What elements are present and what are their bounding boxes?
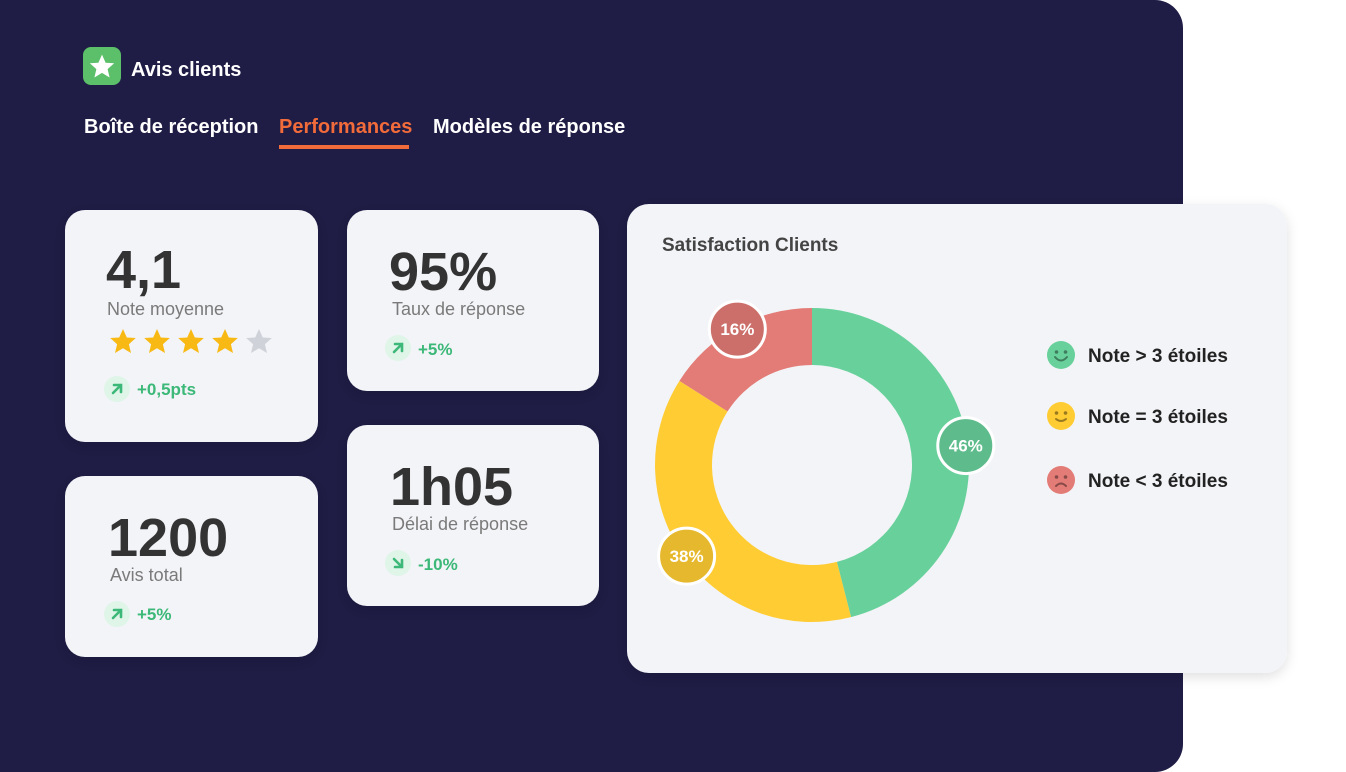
face (1047, 402, 1075, 430)
eye (1054, 350, 1059, 354)
kpi-value: 4,1 (106, 240, 181, 300)
kpi-label: Taux de réponse (392, 299, 525, 319)
kpi-change: +0,5pts (137, 380, 196, 399)
eye (1054, 475, 1059, 479)
tab[interactable]: Modèles de réponse (433, 116, 625, 138)
trend-icon (102, 374, 132, 404)
eye (1063, 350, 1068, 354)
donut-chart: 46% 38% 16% (655, 299, 996, 623)
kpi-change: +5% (418, 340, 453, 359)
value-badge (657, 526, 717, 586)
kpi-value: 1200 (108, 508, 228, 568)
value-badge (936, 416, 996, 476)
trend-icon (383, 548, 413, 578)
trend-icon (102, 599, 132, 629)
legend-label: Note > 3 étoiles (1088, 346, 1228, 367)
app-title: Avis clients (131, 59, 241, 81)
kpi-card (65, 210, 318, 442)
trend-icon (383, 333, 413, 363)
tab-active[interactable]: Performances (279, 116, 412, 138)
eye (1054, 411, 1059, 415)
kpi-value: 95% (389, 242, 497, 302)
mouth (1055, 418, 1067, 422)
legend-icon (1047, 341, 1075, 369)
donut-segment (812, 307, 970, 618)
eye (1063, 411, 1068, 415)
kpi-value: 1h05 (390, 457, 513, 517)
legend-icon (1047, 466, 1075, 494)
legend: Note > 3 étoiles Note = 3 étoiles Note < 3… (1047, 341, 1228, 494)
mouth (1054, 356, 1068, 362)
kpi-label: Note moyenne (107, 299, 224, 319)
value-label: 38% (670, 547, 704, 566)
legend-label: Note = 3 étoiles (1088, 407, 1228, 428)
eye (1063, 475, 1068, 479)
value-label: 46% (949, 437, 983, 456)
value-badge (707, 299, 767, 359)
face (1047, 341, 1075, 369)
kpi-change: +5% (137, 605, 172, 624)
kpi-change: -10% (418, 555, 458, 574)
donut-segment (679, 308, 812, 412)
face (1047, 466, 1075, 494)
value-label: 16% (720, 320, 754, 339)
tab-underline (279, 145, 409, 149)
mouth (1055, 482, 1067, 487)
tab[interactable]: Boîte de réception (84, 116, 258, 138)
chart-title: Satisfaction Clients (662, 235, 838, 256)
legend-icon (1047, 402, 1075, 430)
legend-label: Note < 3 étoiles (1088, 471, 1228, 492)
kpi-label: Délai de réponse (392, 514, 528, 534)
kpi-label: Avis total (110, 565, 183, 585)
